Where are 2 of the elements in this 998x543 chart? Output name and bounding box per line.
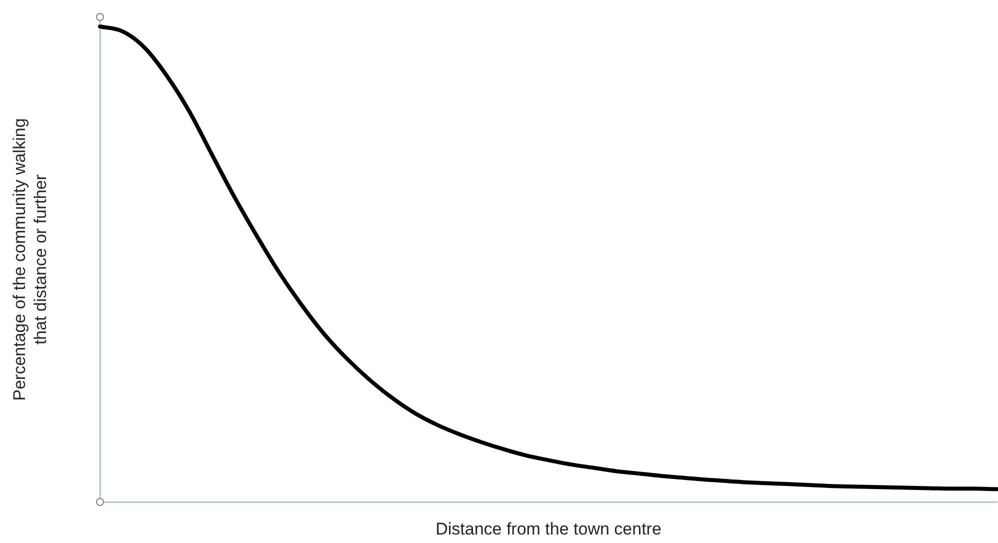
x-axis-title: Distance from the town centre	[436, 519, 662, 538]
y-axis-title: Percentage of the community walking that distance or further	[10, 118, 50, 401]
